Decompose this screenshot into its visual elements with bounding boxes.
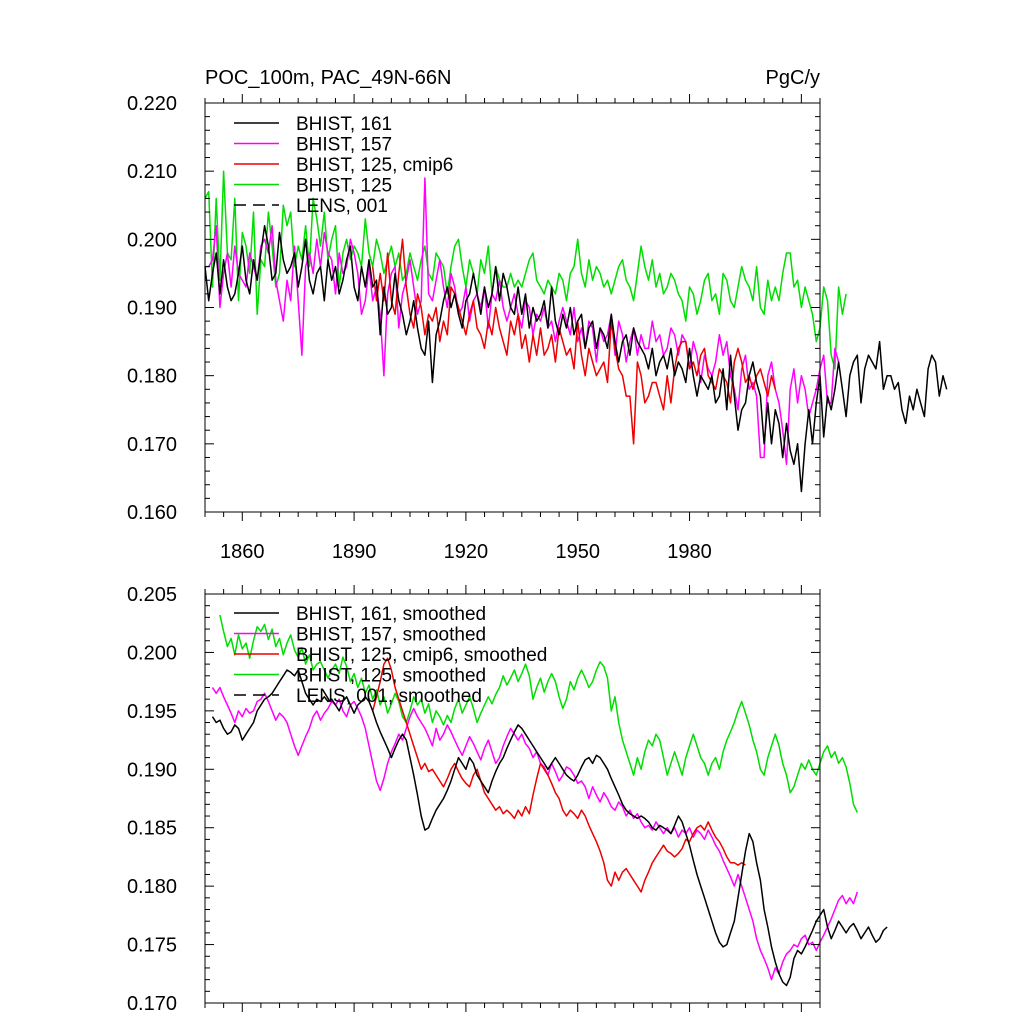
- top-y-tick-label: 0.180: [127, 366, 177, 388]
- bottom-y-tick-label: 0.190: [127, 759, 177, 781]
- top-series-line-0: [204, 170, 847, 370]
- bottom-y-tick-labels: 0.170 0.175 0.180 0.185 0.190 0.195 0.200 0.205: [127, 584, 177, 1015]
- top-y-tick-labels: 0.160 0.170 0.180 0.190 0.200 0.210 0.220: [127, 93, 177, 524]
- top-x-tick-labels: 1860 1890 1920 1950 1980: [220, 541, 712, 563]
- bottom-panel: 0.170 0.175 0.180 0.185 0.190 0.195 0.200 0.205…: [127, 584, 888, 1015]
- top-chart-units: PgC/y: [766, 67, 820, 89]
- bottom-y-tick-label: 0.205: [127, 584, 177, 606]
- top-x-tick-label: 1890: [332, 541, 377, 563]
- top-series-line-2: [371, 238, 777, 445]
- bottom-y-tick-label: 0.195: [127, 701, 177, 723]
- bottom-series-line-1: [211, 686, 859, 981]
- top-y-tick-label: 0.210: [127, 161, 177, 183]
- bottom-legend-label-2: BHIST, 125, cmip6, smoothed: [296, 645, 547, 666]
- top-y-tick-label: 0.200: [127, 229, 177, 251]
- top-series-layer: [204, 170, 948, 493]
- bottom-series-line-2: [371, 657, 746, 893]
- top-legend-label-1: BHIST, 157: [296, 135, 392, 156]
- top-series-line-1: [205, 177, 840, 466]
- top-y-tick-label: 0.190: [127, 298, 177, 320]
- bottom-legend-label-4: LENS, 001, smoothed: [296, 686, 482, 707]
- bottom-legend-label-1: BHIST, 157, smoothed: [296, 625, 486, 646]
- top-legend-label-0: BHIST, 161: [296, 114, 392, 135]
- top-x-tick-label: 1950: [555, 541, 600, 563]
- bottom-series-line-3: [211, 669, 888, 987]
- bottom-axis-ticks: [204, 585, 821, 1012]
- top-chart-title: POC_100m, PAC_49N-66N: [205, 67, 451, 89]
- top-legend-label-4: LENS, 001: [296, 196, 388, 217]
- top-y-tick-label: 0.160: [127, 502, 177, 524]
- top-legend-label-3: BHIST, 125: [296, 176, 392, 197]
- top-axis-ticks: [204, 94, 821, 521]
- bottom-y-tick-label: 0.175: [127, 935, 177, 957]
- bottom-y-tick-label: 0.200: [127, 642, 177, 664]
- top-y-tick-label: 0.170: [127, 434, 177, 456]
- top-series-line-3: [204, 224, 948, 493]
- top-y-tick-label: 0.220: [127, 93, 177, 115]
- bottom-plot-frame: [204, 593, 821, 1004]
- bottom-y-tick-label: 0.180: [127, 876, 177, 898]
- top-x-tick-label: 1980: [667, 541, 712, 563]
- top-panel: 0.160 0.170 0.180 0.190 0.200 0.210 0.220 1860…: [127, 67, 948, 563]
- bottom-legend-label-3: BHIST, 125, smoothed: [296, 666, 486, 687]
- top-legend-label-2: BHIST, 125, cmip6: [296, 155, 453, 176]
- top-x-tick-label: 1920: [444, 541, 489, 563]
- top-x-tick-label: 1860: [220, 541, 265, 563]
- bottom-series-layer: [211, 614, 888, 987]
- bottom-series-line-0: [219, 614, 858, 813]
- bottom-legend-label-0: BHIST, 161, smoothed: [296, 604, 486, 625]
- bottom-y-tick-label: 0.170: [127, 993, 177, 1015]
- bottom-y-tick-label: 0.185: [127, 818, 177, 840]
